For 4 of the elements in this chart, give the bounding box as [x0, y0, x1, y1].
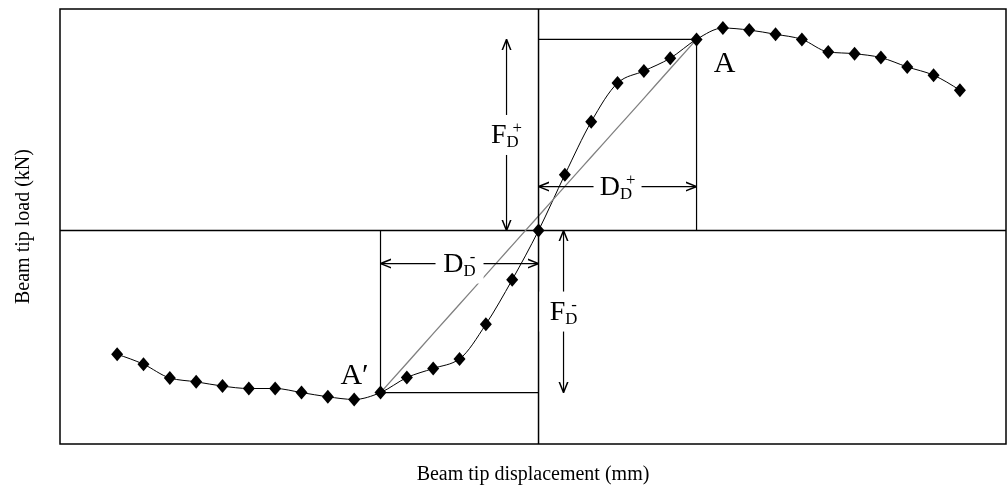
y-axis-title: Beam tip load (kN) — [10, 149, 34, 304]
annotation: A′ — [340, 356, 369, 390]
annotation: A — [713, 45, 736, 79]
x-axis-title: Beam tip displacement (mm) — [416, 461, 650, 485]
